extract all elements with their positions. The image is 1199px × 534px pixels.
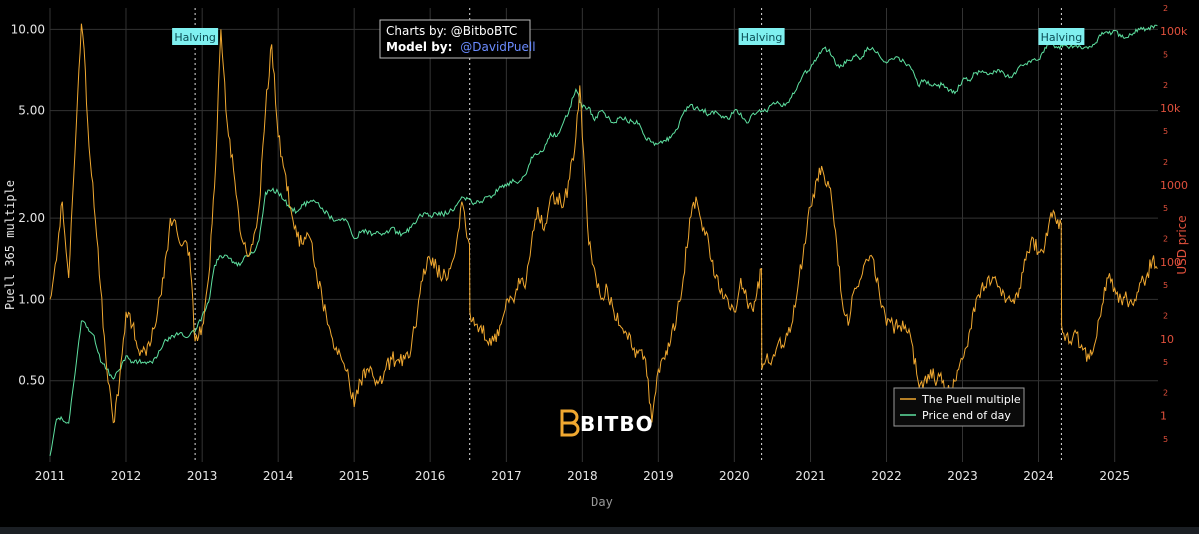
y2-tick-label: 10 — [1160, 333, 1174, 346]
y2-minor-tick-label: 2 — [1163, 312, 1168, 321]
y-axis-title: Puell 365 multiple — [3, 180, 17, 310]
x-tick-label: 2015 — [339, 469, 370, 483]
brand-name: BITBO — [580, 412, 654, 436]
x-tick-label: 2020 — [719, 469, 750, 483]
y2-minor-tick-label: 2 — [1163, 389, 1168, 398]
y-tick-label: 0.50 — [18, 374, 45, 388]
halving-lines — [194, 8, 1062, 462]
x-tick-label: 2018 — [567, 469, 598, 483]
x-tick-label: 2022 — [871, 469, 902, 483]
halving-label: Halving — [741, 31, 783, 44]
legend-puell-label: The Puell multiple — [921, 393, 1021, 406]
y2-minor-tick-label: 5 — [1163, 358, 1168, 367]
x-tick-label: 2021 — [795, 469, 826, 483]
x-tick-label: 2012 — [111, 469, 142, 483]
halving-badge — [172, 28, 219, 45]
x-tick-label: 2019 — [643, 469, 674, 483]
legend-price-label: Price end of day — [922, 409, 1011, 422]
x-tick-label: 2023 — [947, 469, 978, 483]
x-tick-label: 2025 — [1099, 469, 1130, 483]
y2-tick-label: 10k — [1160, 102, 1181, 115]
halving-label: Halving — [1041, 31, 1083, 44]
y2-minor-tick-label: 2 — [1163, 4, 1168, 13]
halving-label: Halving — [174, 31, 216, 44]
x-tick-label: 2011 — [35, 469, 66, 483]
legend: The Puell multiple Price end of day — [893, 387, 1025, 427]
bottom-bar — [0, 527, 1199, 534]
x-tick-label: 2013 — [187, 469, 218, 483]
x-tick-label: 2017 — [491, 469, 522, 483]
y2-minor-tick-label: 2 — [1163, 158, 1168, 167]
y2-axis-ticks: 1 10 100 1000 10k 100k 5 2 5 2 5 2 5 2 5 2 5 2 — [1160, 4, 1188, 444]
credits-box: Charts by: @BitboBTC Model by: @DavidPue… — [379, 19, 536, 59]
halving-badges: HalvingHalvingHalvingHalving — [172, 28, 1085, 45]
x-tick-label: 2024 — [1023, 469, 1054, 483]
brand-watermark: BITBO — [560, 409, 654, 437]
y2-minor-tick-label: 5 — [1163, 50, 1168, 59]
credits-line1: Charts by: @BitboBTC — [386, 24, 517, 38]
bitbo-logo-icon — [560, 409, 580, 437]
y2-minor-tick-label: 5 — [1163, 435, 1168, 444]
y-tick-label: 2.00 — [18, 211, 45, 225]
y2-minor-tick-label: 2 — [1163, 81, 1168, 90]
y2-tick-label: 100 — [1160, 256, 1181, 269]
y-tick-label: 1.00 — [18, 292, 45, 306]
y-tick-label: 10.00 — [11, 22, 45, 36]
y-axis-ticks: 0.50 1.00 2.00 5.00 10.00 — [11, 22, 45, 387]
y2-tick-label: 100k — [1160, 25, 1188, 38]
y2-minor-tick-label: 5 — [1163, 127, 1168, 136]
x-axis-title: Day — [591, 495, 613, 509]
puell-series-group — [49, 23, 1158, 424]
y2-axis-title: USD price — [1175, 215, 1189, 274]
y2-tick-label: 1 — [1160, 410, 1167, 423]
halving-badge — [738, 28, 785, 45]
x-tick-label: 2016 — [415, 469, 446, 483]
puell-line — [49, 23, 1158, 424]
price-line — [49, 24, 1158, 457]
y2-minor-tick-label: 5 — [1163, 204, 1168, 213]
y2-minor-tick-label: 2 — [1163, 235, 1168, 244]
price-series-group — [49, 24, 1158, 457]
x-tick-label: 2014 — [263, 469, 294, 483]
credits-model-link[interactable]: @DavidPuell — [460, 40, 535, 54]
y-tick-label: 5.00 — [18, 104, 45, 118]
svg-text:Model by: @DavidPuell: Model by: @DavidPuell — [386, 40, 536, 54]
y2-minor-tick-label: 5 — [1163, 281, 1168, 290]
credits-model-label: Model by: — [386, 40, 452, 54]
y2-tick-label: 1000 — [1160, 179, 1188, 192]
halving-badge — [1038, 28, 1085, 45]
x-axis-ticks: 2011 2012 2013 2014 2015 2016 2017 2018 2019 2020… — [35, 469, 1130, 483]
